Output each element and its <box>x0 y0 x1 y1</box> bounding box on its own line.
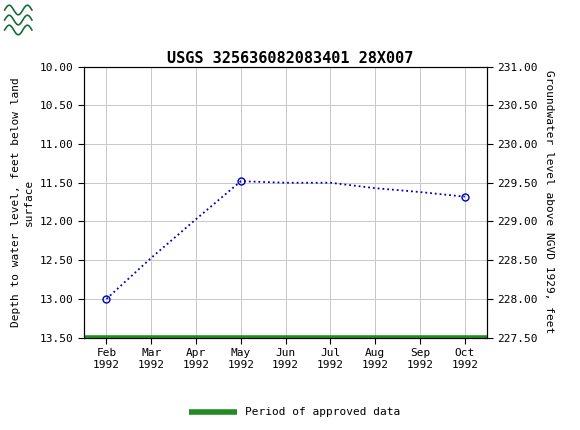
Text: Period of approved data: Period of approved data <box>245 407 401 417</box>
Y-axis label: Groundwater level above NGVD 1929, feet: Groundwater level above NGVD 1929, feet <box>543 71 554 334</box>
Text: USGS: USGS <box>67 11 122 29</box>
Bar <box>3 3 61 37</box>
Y-axis label: Depth to water level, feet below land
surface: Depth to water level, feet below land su… <box>11 77 34 327</box>
Text: USGS 325636082083401 28X007: USGS 325636082083401 28X007 <box>167 51 413 65</box>
